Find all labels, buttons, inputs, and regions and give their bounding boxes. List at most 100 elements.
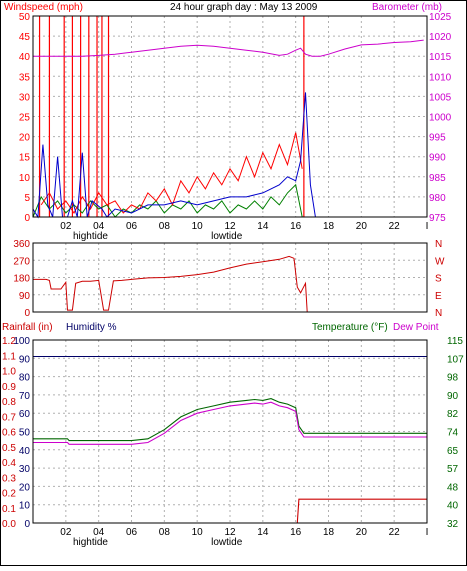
temperature-tick-label: 74 xyxy=(447,428,459,439)
compass-tick-label: N xyxy=(435,239,442,250)
temperature-tick-label: 82 xyxy=(447,409,459,420)
temperature-tick-label: 40 xyxy=(447,501,459,512)
temperature-tick-label: 48 xyxy=(447,482,459,493)
temperature-tick-label: 57 xyxy=(447,464,459,475)
x-tick-label: 02 xyxy=(60,527,72,538)
humidity-tick-label: 60 xyxy=(19,409,31,420)
compass-tick-label: N xyxy=(435,308,442,319)
direction-tick-label: 90 xyxy=(19,291,31,302)
humidity-tick-label: 0 xyxy=(24,519,30,530)
barometer-tick-label: 1005 xyxy=(429,92,452,103)
barometer-tick-label: 1015 xyxy=(429,52,452,63)
humidity-tick-label: 10 xyxy=(19,501,31,512)
x-tick-label: 22 xyxy=(389,527,401,538)
x-tick-label: 22 xyxy=(389,221,401,232)
barometer-tick-label: 995 xyxy=(429,133,446,144)
rain-tick-label: 0.0 xyxy=(2,519,16,530)
compass-tick-label: W xyxy=(435,256,445,267)
temperature-tick-label: 65 xyxy=(447,446,459,457)
humidity-tick-label: 20 xyxy=(19,482,31,493)
wind-tick-label: 0 xyxy=(24,213,30,224)
wind-speed-line xyxy=(40,132,303,214)
x-tick-label: 16 xyxy=(290,527,302,538)
x-tick-label: 18 xyxy=(323,221,335,232)
wind-tick-label: 40 xyxy=(19,52,31,63)
humidity-tick-label: 100 xyxy=(13,336,30,347)
tide-label: lowtide xyxy=(211,537,243,548)
x-tick-label: I xyxy=(426,221,429,232)
direction-tick-label: 360 xyxy=(13,239,30,250)
humidity-tick-label: 40 xyxy=(19,446,31,457)
dewpoint-line xyxy=(33,401,427,445)
wind-gust-line xyxy=(32,92,427,219)
x-tick-label: 16 xyxy=(290,221,302,232)
x-tick-label: 10 xyxy=(192,527,204,538)
humidity-tick-label: 70 xyxy=(19,391,31,402)
wind-tick-label: 30 xyxy=(19,92,31,103)
barometer-tick-label: 980 xyxy=(429,193,446,204)
rain-tick-label: 0.8 xyxy=(2,397,16,408)
wind-tick-label: 20 xyxy=(19,133,31,144)
x-tick-label: 02 xyxy=(60,221,72,232)
temperature-tick-label: 115 xyxy=(447,336,463,347)
wind-tick-label: 10 xyxy=(19,173,31,184)
wind-tick-label: 35 xyxy=(19,72,31,83)
compass-tick-label: E xyxy=(435,291,442,302)
rain-humidity-temp-panel: Rainfall (in) Humidity % Temperature (°F) D… xyxy=(2,322,464,548)
x-tick-label: 12 xyxy=(224,527,236,538)
plot-border xyxy=(32,242,428,313)
wind-axis-label: Windspeed (mph) xyxy=(4,2,83,13)
wind-tick-label: 45 xyxy=(19,32,31,43)
x-tick-label: 08 xyxy=(159,221,171,232)
chart-title: 24 hour graph day : May 13 2009 xyxy=(170,2,318,13)
temperature-tick-label: 98 xyxy=(447,373,459,384)
rain-axis-label: Rainfall (in) xyxy=(2,322,53,333)
rain-tick-label: 0.7 xyxy=(2,412,16,423)
barometer-tick-label: 1000 xyxy=(429,113,452,124)
rain-tick-label: 0.1 xyxy=(2,504,16,515)
direction-tick-label: 270 xyxy=(13,256,30,267)
humidity-tick-label: 80 xyxy=(19,373,31,384)
rain-tick-label: 1.1 xyxy=(2,351,16,362)
direction-tick-label: 0 xyxy=(24,308,30,319)
x-tick-label: 14 xyxy=(257,221,269,232)
x-tick-label: 20 xyxy=(356,527,368,538)
x-tick-label: 12 xyxy=(224,221,236,232)
wind-direction-line xyxy=(33,255,427,313)
barometer-axis-label: Barometer (mb) xyxy=(372,2,442,13)
temperature-tick-label: 90 xyxy=(447,391,459,402)
x-tick-label: 10 xyxy=(192,221,204,232)
x-tick-label: 04 xyxy=(93,221,105,232)
humidity-tick-label: 90 xyxy=(19,354,31,365)
wind-tick-label: 15 xyxy=(19,153,31,164)
rain-tick-label: 0.2 xyxy=(2,489,16,500)
wind-barometer-panel: Windspeed (mph) 24 hour graph day : May 1… xyxy=(4,2,452,242)
x-tick-label: 20 xyxy=(356,221,368,232)
rain-tick-label: 0.6 xyxy=(2,428,16,439)
x-tick-label: 04 xyxy=(93,527,105,538)
plot-border xyxy=(32,339,428,524)
rain-tick-label: 0.9 xyxy=(2,382,16,393)
plot-border xyxy=(32,15,428,218)
temperature-tick-label: 107 xyxy=(447,354,464,365)
rain-tick-label: 1.0 xyxy=(2,367,16,378)
temperature-axis-label: Temperature (°F) xyxy=(312,322,388,333)
dewpoint-axis-label: Dew Point xyxy=(393,322,439,333)
wind-tick-label: 50 xyxy=(19,12,31,23)
barometer-tick-label: 1025 xyxy=(429,12,452,23)
direction-tick-label: 180 xyxy=(13,274,30,285)
humidity-tick-label: 30 xyxy=(19,464,31,475)
tide-label: hightide xyxy=(73,231,108,242)
rain-tick-label: 0.3 xyxy=(2,473,16,484)
rain-tick-label: 0.5 xyxy=(2,443,16,454)
wind-tick-label: 5 xyxy=(24,193,30,204)
x-tick-label: 06 xyxy=(126,527,138,538)
x-tick-label: 18 xyxy=(323,527,335,538)
temperature-tick-label: 32 xyxy=(447,519,459,530)
barometer-tick-label: 975 xyxy=(429,213,446,224)
x-tick-label: 08 xyxy=(159,527,171,538)
